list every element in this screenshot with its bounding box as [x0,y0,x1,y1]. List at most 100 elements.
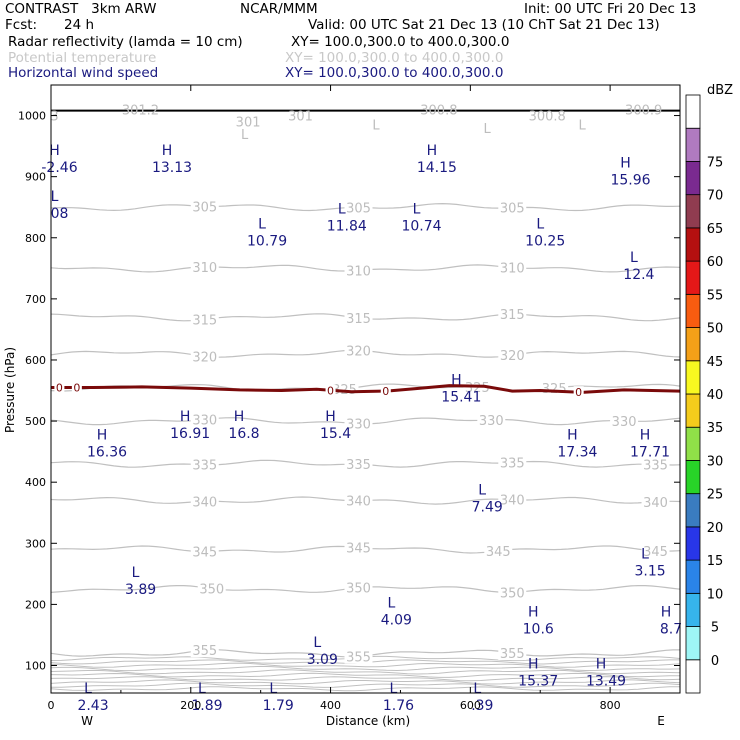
wind-extremum-value: 10.25 [525,234,565,250]
theta-contour-label: 340 [192,495,217,510]
wind-extremum-type: L [51,189,59,205]
surface-theta-label: 301.2 [122,103,159,118]
y-tick-label: 300 [25,537,46,550]
plot-frame [50,84,681,694]
colorbar-tick-label: 5 [711,621,719,636]
theta-contour-label: 345 [486,545,511,560]
wind-extremum-type: L [198,681,206,697]
wind-extremum-type: H [97,427,108,443]
theta-label-bg [344,456,373,472]
theta-label-bg [190,198,219,214]
wind-extremum-value: 3.09 [307,652,338,668]
wind-extremum-type: L [258,217,266,233]
wind-extremum-value: 1.76 [383,698,414,714]
theta-label-bg [344,199,373,215]
colorbar-swatch [685,426,701,461]
theta-label-bg [190,311,219,327]
wind-extremum-type: L [390,681,398,697]
colorbar-swatch [685,526,701,561]
theta-label-bg [498,645,527,661]
theta-contour-label: 335 [192,459,217,474]
theta-label-bg [190,642,219,658]
colorbar-tick-label: 20 [707,521,724,536]
wind-extremum-value: 2.43 [77,698,108,714]
x-axis-west: W [81,714,93,728]
wind-extremum-value: 17.34 [557,444,597,460]
theta-label-bg [344,262,373,278]
colorbar-tick-label: 45 [707,355,724,370]
colorbar-swatch [685,360,701,395]
colorbar-swatch [685,559,701,594]
wind-extremum-type: L [630,250,638,266]
wind-extremum-type: H [620,155,631,171]
surface-theta-label: 300.9 [625,103,662,118]
colorbar-swatch [685,127,701,162]
colorbar-swatch [685,227,701,262]
y-tick-label: 200 [25,598,46,611]
theta-contour-label: 305 [192,200,217,215]
theta-contour-label: 315 [192,313,217,328]
wind-extremum-type: L [132,565,140,581]
theta-contour-label: 330 [346,418,371,433]
theta-contour-label: 320 [500,349,525,364]
field-theta-xy: XY= 100.0,300.0 to 400.0,300.0 [285,50,504,66]
org-label: NCAR/MMM [240,1,318,17]
wind-extremum-type: L [269,681,277,697]
theta-contour-label: 345 [643,545,668,560]
theta-label-bg [190,493,219,509]
colorbar-swatch [685,493,701,528]
theta-contour-label: 320 [192,350,217,365]
reflectivity-label-bg [380,385,391,398]
upper-theta-line [50,669,681,675]
surface-theta-label: 300.8 [529,110,566,125]
colorbar-swatch [685,659,701,694]
theta-contour-label: 340 [500,494,525,509]
theta-label-bg [344,492,373,508]
y-tick-label: 400 [25,476,46,489]
colorbar-tick-label: 55 [707,288,724,303]
theta-contours: 355 355 355 350 350 350 345 345 345 345 340 340 340 3… [50,198,681,665]
theta-contour-label: 310 [192,261,217,276]
wind-extremum-value: 12.4 [623,267,654,283]
colorbar-swatch [685,327,701,362]
x-tick-label: 800 [600,699,621,712]
y-tick-label: 600 [25,354,46,367]
reflectivity-label: 0 [56,381,63,394]
theta-contour-label: 350 [500,586,525,601]
theta-contour-label: 355 [346,650,371,665]
reflectivity-label-bg [54,381,65,394]
theta-contour-label: 345 [346,542,371,557]
theta-contour-label: 355 [192,644,217,659]
theta-contour-label: 335 [643,459,668,474]
wind-extremum-value: 16.8 [228,426,259,442]
wind-extremum-type: H [640,427,651,443]
theta-contour-label: 335 [500,457,525,472]
theta-contour-label: 315 [346,312,371,327]
theta-label-bg [610,412,639,428]
theta-label-bg [498,347,527,363]
theta-label-bg [484,542,513,558]
y-tick-label: 500 [25,415,46,428]
surface-theta-marker: L [241,128,249,143]
wind-extremum-value: 14.15 [417,160,457,176]
colorbar-tick-label: 25 [707,488,724,503]
wind-extremum-type: H [661,605,672,621]
wind-extremum-value: 8.7 [660,622,682,638]
upper-theta-line [50,676,681,682]
theta-contour-label: 320 [346,344,371,359]
colorbar-tick-label: 65 [707,222,724,237]
wind-extremum-type: H [596,657,607,673]
x-tick-label: 400 [320,699,341,712]
theta-label-bg [477,411,506,427]
x-axis: 0 200 400 600 800 [48,85,621,712]
colorbar-swatch [685,94,701,129]
upper-theta-line [50,672,680,678]
wind-extremum-value: 15.4 [320,426,351,442]
wind-extremum-type: H [567,427,578,443]
theta-label-bg [641,456,670,472]
theta-contour-label: 310 [500,262,525,277]
reflectivity-label: 0 [327,384,334,397]
